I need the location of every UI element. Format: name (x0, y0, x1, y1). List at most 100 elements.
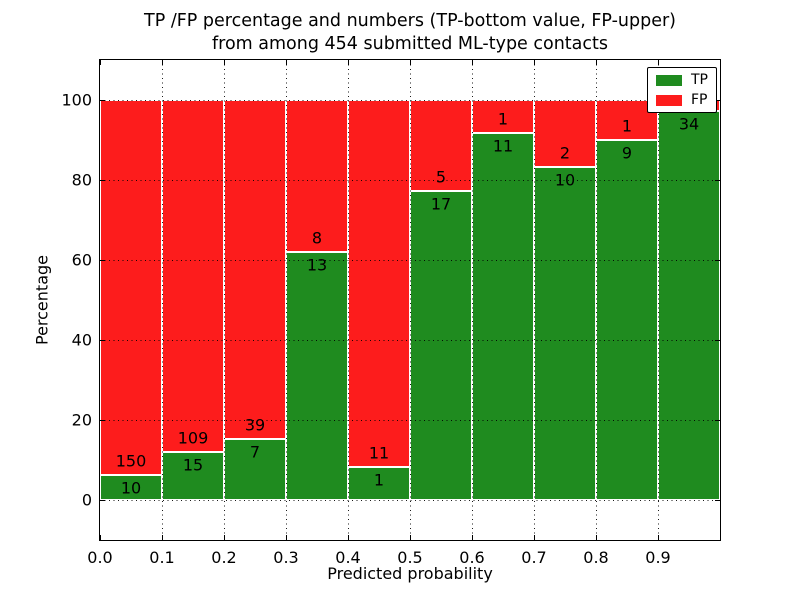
x-axis-label: Predicted probability (327, 564, 493, 583)
y-tick-label: 60 (71, 250, 92, 270)
x-gridline (224, 60, 225, 540)
tp-bar-segment (286, 252, 348, 500)
tp-count-label: 17 (430, 194, 452, 214)
x-tickmark-top (596, 60, 598, 65)
y-tick-label: 40 (71, 330, 92, 350)
tp-count-label: 7 (249, 442, 261, 462)
x-tickmark (410, 535, 412, 540)
x-tickmark (162, 535, 164, 540)
fp-count-label: 39 (244, 415, 266, 435)
tp-count-label: 11 (492, 136, 514, 156)
x-gridline (658, 60, 659, 540)
y-tick-label: 20 (71, 410, 92, 430)
legend-label-tp: TP (691, 72, 708, 88)
x-gridline (348, 60, 349, 540)
y-tick-label: 80 (71, 170, 92, 190)
legend: TP FP (647, 67, 717, 113)
x-tickmark-top (472, 60, 474, 65)
x-gridline (534, 60, 535, 540)
fp-count-label: 5 (435, 167, 447, 187)
fp-count-label: 11 (368, 443, 390, 463)
y-tick-label: 100 (61, 90, 92, 110)
fp-bar-segment (100, 100, 162, 475)
x-tick-label: 0.2 (211, 548, 237, 567)
x-gridline (410, 60, 411, 540)
x-tickmark-top (534, 60, 536, 65)
x-gridline (286, 60, 287, 540)
x-tickmark-top (410, 60, 412, 65)
fp-count-label: 8 (311, 228, 323, 248)
tp-bar-segment (596, 140, 658, 500)
x-gridline (596, 60, 597, 540)
x-tickmark (596, 535, 598, 540)
tp-count-label: 34 (678, 114, 700, 134)
x-tick-label: 0.4 (335, 548, 361, 567)
x-tickmark-top (286, 60, 288, 65)
x-tick-label: 0.9 (645, 548, 671, 567)
legend-item-tp: TP (656, 73, 708, 87)
chart-title: TP /FP percentage and numbers (TP-bottom… (100, 10, 720, 56)
tp-count-label: 10 (120, 478, 142, 498)
y-tickmark (100, 260, 105, 262)
tp-bar-segment (534, 166, 596, 500)
plot-area: TP FP 150101091539781311151711121019134 (99, 59, 721, 541)
x-tick-label: 0.5 (397, 548, 423, 567)
x-tick-label: 0.1 (149, 548, 175, 567)
y-tickmark-right (715, 260, 720, 262)
y-tickmark-right (715, 420, 720, 422)
x-tickmark-top (224, 60, 226, 65)
fp-swatch-icon (656, 94, 682, 106)
y-tickmark-right (715, 180, 720, 182)
x-tickmark (100, 535, 102, 540)
chart-title-line1: TP /FP percentage and numbers (TP-bottom… (144, 11, 676, 31)
tp-count-label: 10 (554, 170, 576, 190)
x-tickmark (224, 535, 226, 540)
y-tick-label: 0 (81, 490, 92, 510)
x-gridline (162, 60, 163, 540)
y-tickmark (100, 420, 105, 422)
x-tick-label: 0.8 (583, 548, 609, 567)
chart-title-line2: from among 454 submitted ML-type contact… (212, 34, 608, 54)
x-tickmark (658, 535, 660, 540)
x-tick-label: 0.3 (273, 548, 299, 567)
x-tickmark (286, 535, 288, 540)
x-tickmark-top (100, 60, 102, 65)
y-tickmark (100, 100, 105, 102)
x-tick-label: 0.0 (87, 548, 113, 567)
fp-count-label: 2 (559, 143, 571, 163)
x-tickmark (534, 535, 536, 540)
legend-label-fp: FP (691, 92, 708, 108)
tp-bar-segment (224, 439, 286, 500)
x-tick-label: 0.6 (459, 548, 485, 567)
x-tickmark-top (348, 60, 350, 65)
fp-count-label: 150 (115, 451, 147, 471)
x-tickmark-top (658, 60, 660, 65)
fp-count-label: 109 (177, 428, 209, 448)
tp-bar-segment (100, 475, 162, 500)
tp-bar-segment (410, 190, 472, 500)
x-tickmark-top (162, 60, 164, 65)
tp-swatch-icon (656, 74, 682, 86)
tp-count-label: 9 (621, 143, 633, 163)
fp-bar-segment (348, 100, 410, 467)
x-tickmark (348, 535, 350, 540)
fp-count-label: 1 (621, 116, 633, 136)
y-tickmark-right (715, 340, 720, 342)
y-tickmark (100, 500, 105, 502)
y-tickmark (100, 180, 105, 182)
y-tickmark (100, 340, 105, 342)
x-gridline (472, 60, 473, 540)
tp-count-label: 1 (373, 470, 385, 490)
legend-item-fp: FP (656, 93, 708, 107)
fp-count-label: 1 (497, 109, 509, 129)
y-tickmark-right (715, 100, 720, 102)
x-tickmark (472, 535, 474, 540)
y-tickmark-right (715, 500, 720, 502)
tp-bar-segment (472, 133, 534, 500)
tp-bar-segment (658, 111, 720, 500)
x-tick-label: 0.7 (521, 548, 547, 567)
tp-count-label: 15 (182, 455, 204, 475)
fp-bar-segment (224, 100, 286, 440)
tp-count-label: 13 (306, 255, 328, 275)
